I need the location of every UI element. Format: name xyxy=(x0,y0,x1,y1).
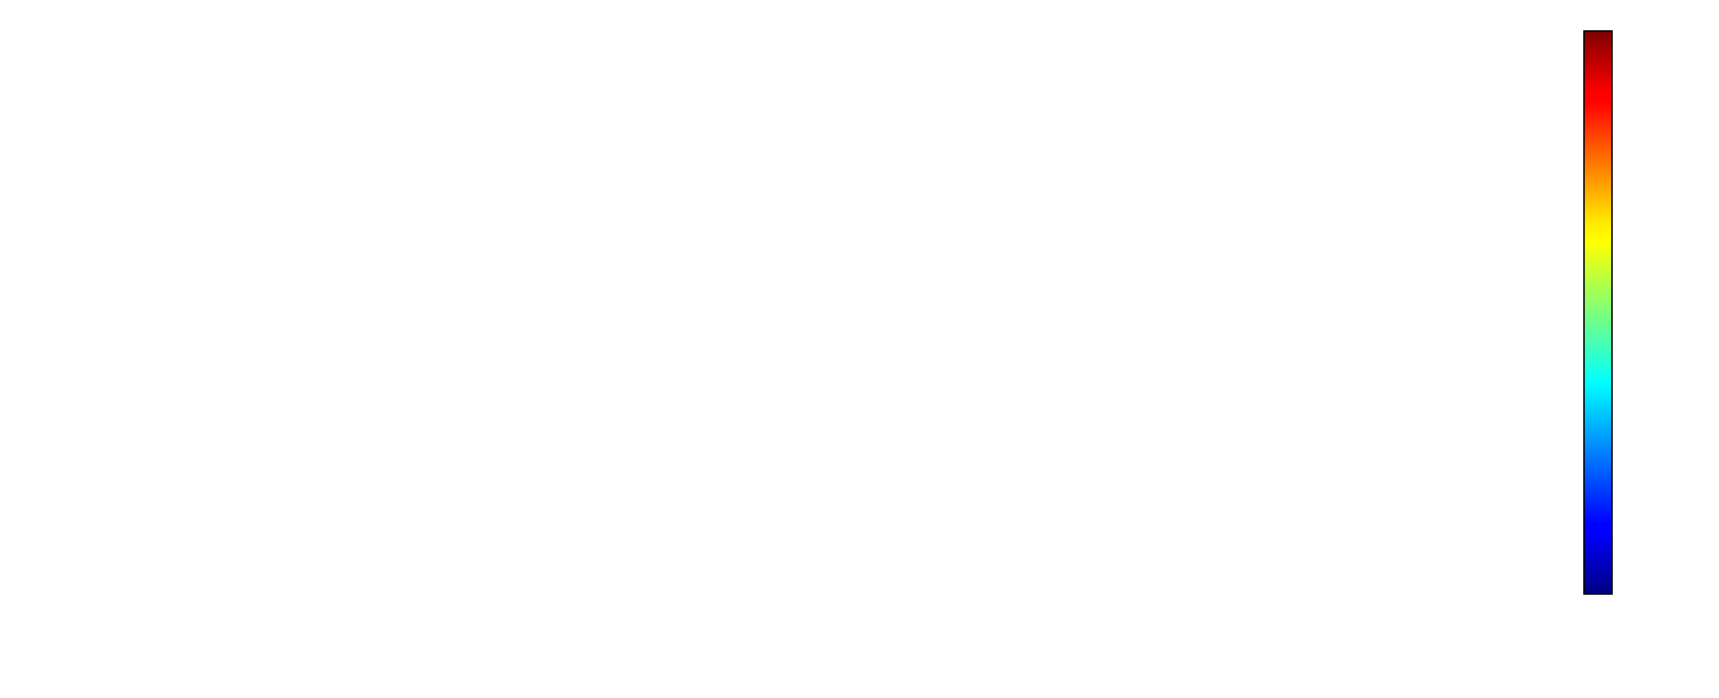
colorbar xyxy=(1583,30,1613,595)
colorbar-gradient xyxy=(1583,30,1613,595)
